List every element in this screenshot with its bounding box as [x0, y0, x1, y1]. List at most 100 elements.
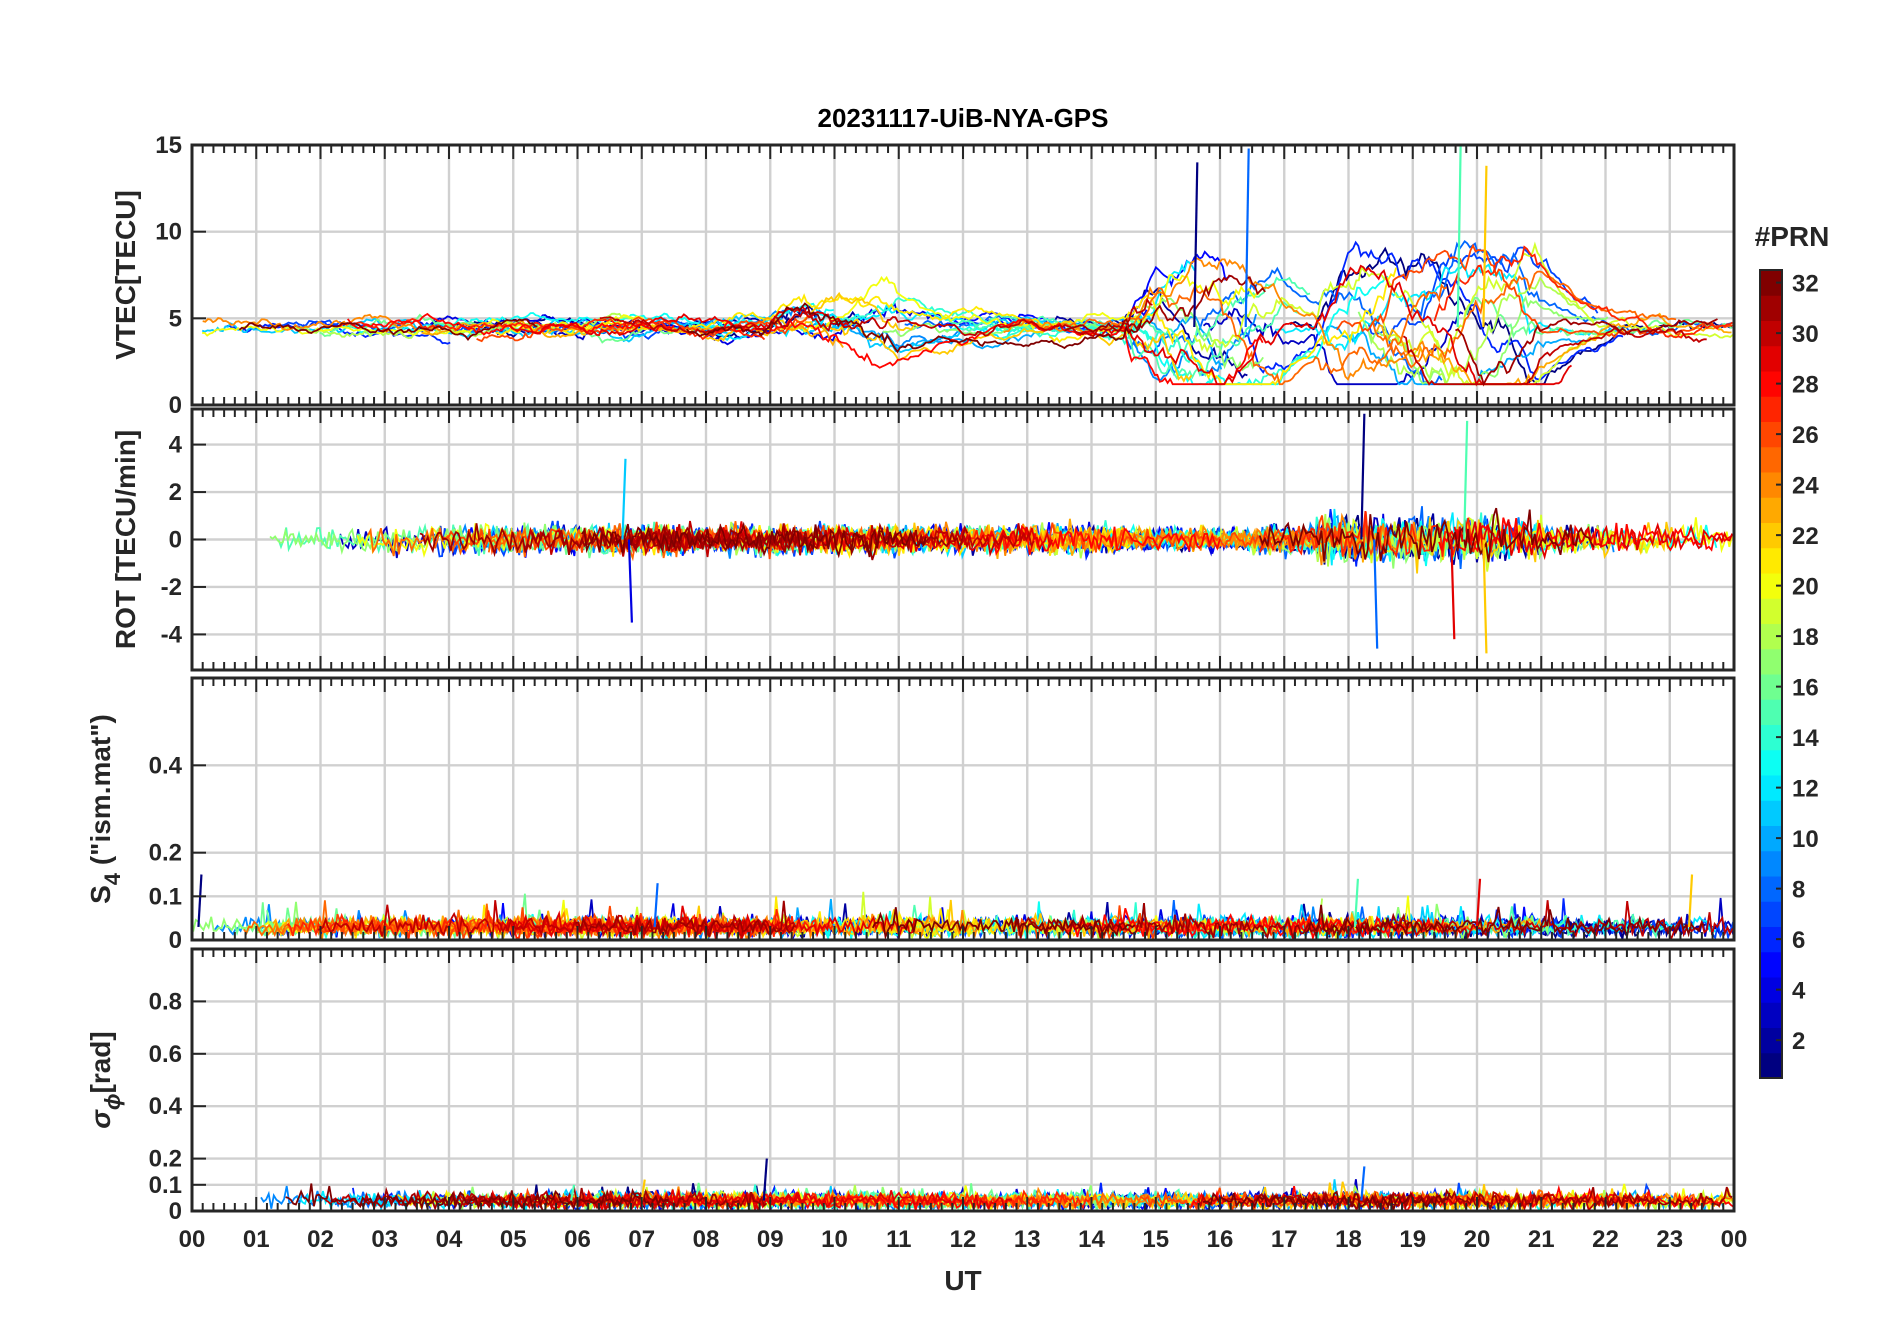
colorbar-bin — [1760, 876, 1782, 902]
colorbar-bin — [1760, 295, 1782, 321]
x-axis-label: UT — [944, 1265, 981, 1296]
colorbar-bin — [1760, 623, 1782, 650]
colorbar-bin — [1760, 1002, 1782, 1028]
rot-y-tick-label: 0 — [169, 527, 182, 554]
s4-series-prn-30 — [1411, 900, 1734, 940]
x-tick-label: 01 — [243, 1226, 270, 1253]
colorbar-tick-label: 6 — [1792, 927, 1805, 954]
vtec-series-prn-6 — [1236, 240, 1624, 381]
vtec-peak-1 — [1244, 148, 1250, 328]
vtec-series-prn-32 — [238, 318, 538, 341]
vtec-series-prn-21 — [495, 293, 1065, 337]
panel-s4: 0 0.1 0.2 0.4 S4 ("ism.mat") — [85, 676, 1736, 954]
s4-series-prn-31 — [575, 900, 795, 938]
colorbar-bin — [1760, 472, 1782, 498]
vtec-y-tick-label: 15 — [155, 132, 182, 159]
colorbar-bin — [1760, 1052, 1782, 1079]
rot-y-tick-label: 4 — [169, 432, 183, 459]
x-tick-label: 12 — [950, 1226, 977, 1253]
rot-peak-1 — [1373, 539, 1379, 649]
vtec-series-prn-25 — [1371, 270, 1677, 369]
sigma-y-tick-label: 0.1 — [149, 1172, 182, 1199]
s4-y-tick-label: 0.1 — [149, 883, 182, 910]
x-tick-label: 00 — [179, 1226, 206, 1253]
s4-y-axis-label: S4 ("ism.mat") — [85, 714, 125, 904]
vtec-y-tick-label: 0 — [169, 392, 182, 419]
colorbar-bin — [1760, 320, 1782, 347]
s4-peak-2 — [1353, 878, 1360, 927]
colorbar-bin — [1760, 396, 1782, 422]
rot-series-prn-32 — [580, 521, 927, 559]
colorbar-tick-label: 28 — [1792, 372, 1819, 399]
rot-y-axis-label: ROT [TECU/min] — [110, 430, 141, 649]
panel-rot: -4 -2 0 2 4 ROT [TECU/min] — [110, 407, 1736, 672]
vtec-series-prn-22 — [764, 318, 1193, 383]
colorbar-tick-label: 24 — [1792, 473, 1819, 500]
sigma-peak-1 — [1360, 1166, 1366, 1201]
sigma-y-tick-label: 0.4 — [149, 1093, 183, 1120]
colorbar-tick-label: 18 — [1792, 624, 1819, 651]
x-tick-label: 03 — [371, 1226, 398, 1253]
colorbar-tick-label: 10 — [1792, 826, 1819, 853]
colorbar-bin — [1760, 497, 1782, 523]
colorbar-bin — [1760, 573, 1782, 599]
x-tick-label: 19 — [1399, 1226, 1426, 1253]
x-tick-label: 22 — [1592, 1226, 1619, 1253]
s4-peak-3 — [1687, 874, 1694, 927]
colorbar-bin — [1760, 547, 1782, 574]
s4-y-tick-label: 0 — [169, 927, 182, 954]
x-tick-label: 07 — [628, 1226, 655, 1253]
s4-peak-0 — [197, 874, 203, 927]
vtec-x-ticks — [191, 144, 1735, 406]
vtec-series — [201, 145, 1734, 387]
colorbar-tick-label: 12 — [1792, 776, 1819, 803]
colorbar-tick-label: 30 — [1792, 321, 1819, 348]
sigma-grid — [190, 949, 1736, 1213]
vtec-series-prn-30 — [599, 297, 1153, 338]
colorbar-bin — [1760, 270, 1782, 296]
colorbar-bin — [1760, 598, 1782, 624]
colorbar-bin — [1760, 800, 1782, 826]
vtec-series-prn-20 — [790, 274, 1260, 333]
colorbar-bin — [1760, 825, 1782, 852]
vtec-y-tick-label: 10 — [155, 219, 182, 246]
sigma-y-tick-label: 0.2 — [149, 1146, 182, 1173]
x-tick-label: 08 — [693, 1226, 720, 1253]
colorbar-tick-label: 26 — [1792, 422, 1819, 449]
vtec-series-prn-31 — [1455, 318, 1718, 387]
sigma-y-tick-label: 0.8 — [149, 988, 182, 1015]
vtec-series-prn-18 — [1369, 276, 1590, 384]
vtec-peak-2 — [1456, 145, 1462, 328]
colorbar-bin — [1760, 421, 1782, 448]
rot-series-prn-31 — [610, 523, 826, 554]
x-tick-label: 05 — [500, 1226, 527, 1253]
colorbar-bin — [1760, 850, 1782, 877]
s4-peak-1 — [653, 883, 659, 927]
x-tick-label: 16 — [1207, 1226, 1234, 1253]
vtec-series-prn-29 — [508, 305, 849, 337]
x-tick-label: 09 — [757, 1226, 784, 1253]
x-tick-label: 00 — [1721, 1226, 1748, 1253]
vtec-peak-0 — [1193, 162, 1199, 328]
vtec-series-prn-30 — [1402, 327, 1707, 386]
vtec-y-tick-label: 5 — [169, 305, 182, 332]
x-tick-label: 21 — [1528, 1226, 1555, 1253]
colorbar-bin — [1760, 1027, 1782, 1054]
sigma-peak-2 — [569, 1184, 576, 1201]
x-tick-label: 17 — [1271, 1226, 1298, 1253]
colorbar-bin — [1760, 371, 1782, 397]
panel-vtec: 0 5 10 15 VTEC[TECU] — [110, 132, 1736, 419]
sigma-series-prn-32 — [1202, 1190, 1451, 1211]
rot-peak-0 — [1360, 413, 1366, 540]
colorbar-tick-label: 20 — [1792, 574, 1819, 601]
colorbar-bin — [1760, 699, 1782, 725]
rot-peak-4 — [1450, 539, 1456, 640]
s4-y-tick-label: 0.2 — [149, 840, 182, 867]
colorbar-tick-label: 4 — [1792, 978, 1806, 1005]
x-tick-label: 20 — [1464, 1226, 1491, 1253]
vtec-series-prn-20 — [202, 314, 647, 337]
colorbar-bin — [1760, 901, 1782, 927]
sigma-y-tick-label: 0.6 — [149, 1041, 182, 1068]
